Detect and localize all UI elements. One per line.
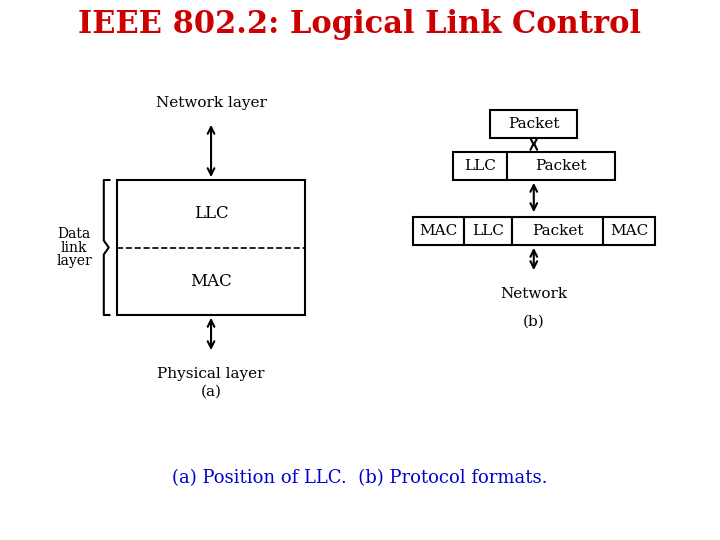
- Text: MAC: MAC: [419, 224, 458, 238]
- Text: link: link: [60, 240, 87, 254]
- Text: Packet: Packet: [508, 117, 559, 131]
- Text: Network: Network: [500, 287, 567, 301]
- Bar: [603, 217, 655, 245]
- Text: Packet: Packet: [536, 159, 587, 173]
- Text: LLC: LLC: [464, 159, 496, 173]
- Bar: [512, 217, 603, 245]
- Bar: [117, 180, 305, 315]
- Bar: [464, 217, 512, 245]
- Bar: [508, 152, 615, 180]
- Text: LLC: LLC: [472, 224, 504, 238]
- Text: Network layer: Network layer: [156, 96, 266, 110]
- Text: (b): (b): [523, 315, 544, 329]
- Text: LLC: LLC: [194, 205, 228, 222]
- Text: MAC: MAC: [610, 224, 648, 238]
- Bar: [453, 152, 508, 180]
- Bar: [413, 217, 464, 245]
- Bar: [490, 110, 577, 138]
- Text: Physical layer: Physical layer: [157, 367, 265, 381]
- Text: layer: layer: [56, 254, 92, 268]
- Text: Packet: Packet: [532, 224, 583, 238]
- Text: (a): (a): [201, 385, 222, 399]
- Text: Data: Data: [58, 226, 91, 240]
- Text: IEEE 802.2: Logical Link Control: IEEE 802.2: Logical Link Control: [78, 10, 642, 40]
- Text: MAC: MAC: [190, 273, 232, 290]
- Text: (a) Position of LLC.  (b) Protocol formats.: (a) Position of LLC. (b) Protocol format…: [172, 469, 548, 487]
